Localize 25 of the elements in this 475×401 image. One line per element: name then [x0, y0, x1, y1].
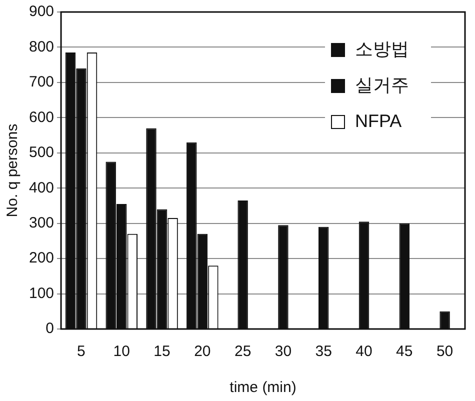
- y-tick-label: 0: [46, 320, 54, 338]
- y-tick-label: 900: [28, 3, 54, 20]
- y-axis-title: No. q persons: [4, 124, 22, 218]
- x-axis-title: time (min): [230, 379, 296, 396]
- y-tick-label: 400: [28, 179, 54, 196]
- x-tick-label: 10: [113, 343, 130, 360]
- x-tick-label: 40: [356, 343, 372, 360]
- x-tick-label: 35: [315, 343, 332, 360]
- x-tick-label: 45: [396, 343, 413, 360]
- y-tick-label: 100: [28, 284, 54, 302]
- x-tick-label: 5: [77, 343, 86, 360]
- legend-label: NFPA: [355, 110, 402, 131]
- y-tick-label: 600: [28, 108, 54, 126]
- y-tick-label: 800: [28, 38, 54, 56]
- y-tick-label: 700: [28, 74, 54, 91]
- x-tick-label: 20: [194, 343, 211, 360]
- y-tick-label: 500: [28, 144, 54, 162]
- legend-label: 소방법: [355, 38, 409, 59]
- legend-label: 실거주: [355, 74, 409, 95]
- y-tick-label: 200: [28, 250, 54, 267]
- x-tick-label: 15: [154, 343, 170, 360]
- x-tick-label: 50: [436, 343, 454, 360]
- x-tick-label: 30: [274, 343, 292, 360]
- x-tick-label: 25: [234, 343, 252, 360]
- y-tick-label: 300: [28, 214, 54, 232]
